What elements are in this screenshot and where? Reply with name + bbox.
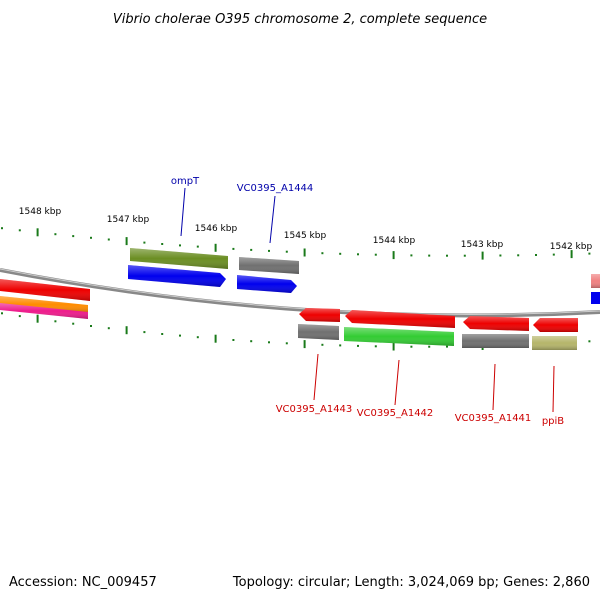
feature-vc0395-a1444-cds[interactable] — [237, 275, 297, 293]
gene-label-vc0395-a1442[interactable]: VC0395_A1442 — [357, 408, 434, 419]
feature-vc0395-a1442-cds[interactable] — [345, 310, 455, 328]
feature-vc0395-a1441-cog[interactable] — [462, 334, 529, 348]
feature-vc0395-a1442-cog[interactable] — [344, 327, 454, 346]
feature-vc0395-a1443-cds[interactable] — [299, 308, 340, 322]
leader-vc0395-a1443 — [313, 353, 319, 401]
gene-label-vc0395-a1441[interactable]: VC0395_A1441 — [455, 413, 532, 424]
scale-label-1545: 1545 kbp — [284, 231, 327, 241]
gene-label-vc0395-a1444[interactable]: VC0395_A1444 — [237, 183, 314, 194]
feature-right-blue-partial[interactable] — [591, 292, 600, 304]
leader-vc0395-a1444 — [269, 195, 276, 244]
scale-label-1546: 1546 kbp — [195, 224, 238, 234]
map-title: Vibrio cholerae O395 chromosome 2, compl… — [113, 12, 487, 27]
scale-ticks-outer — [1, 227, 591, 260]
feature-left-orange[interactable] — [0, 296, 88, 313]
feature-vc0395-a1443-cog[interactable] — [298, 324, 339, 340]
chromosome-backbone — [0, 268, 600, 318]
feature-ppib-cds[interactable] — [533, 318, 578, 332]
scale-label-1547: 1547 kbp — [107, 215, 150, 225]
feature-vc0395-a1444-cog[interactable] — [239, 257, 299, 274]
scale-label-1548: 1548 kbp — [19, 207, 62, 217]
leader-vc0395-a1442 — [394, 359, 400, 406]
feature-vc0395-a1441-cds[interactable] — [463, 316, 529, 331]
feature-left-pink[interactable] — [0, 303, 88, 319]
feature-ompt-cog[interactable] — [130, 248, 228, 269]
leader-vc0395-a1441 — [492, 363, 496, 411]
scale-label-1544: 1544 kbp — [373, 236, 416, 246]
feature-left-red[interactable] — [0, 279, 90, 301]
chromosome-backbone-highlight — [0, 268, 600, 315]
scale-label-1543: 1543 kbp — [461, 240, 504, 250]
accession-text: Accession: NC_009457 — [9, 575, 157, 590]
leader-ppib — [552, 365, 555, 413]
feature-ompt-cds[interactable] — [128, 265, 226, 287]
summary-text: Topology: circular; Length: 3,024,069 bp… — [232, 575, 590, 590]
feature-ppib-cog[interactable] — [532, 336, 577, 350]
feature-right-pink-partial[interactable] — [591, 274, 600, 288]
gene-label-vc0395-a1443[interactable]: VC0395_A1443 — [276, 404, 353, 415]
gene-label-ompt[interactable]: ompT — [171, 176, 200, 187]
scale-label-1542: 1542 kbp — [550, 242, 593, 252]
leader-ompt — [180, 187, 186, 237]
gene-label-ppib[interactable]: ppiB — [542, 416, 564, 427]
